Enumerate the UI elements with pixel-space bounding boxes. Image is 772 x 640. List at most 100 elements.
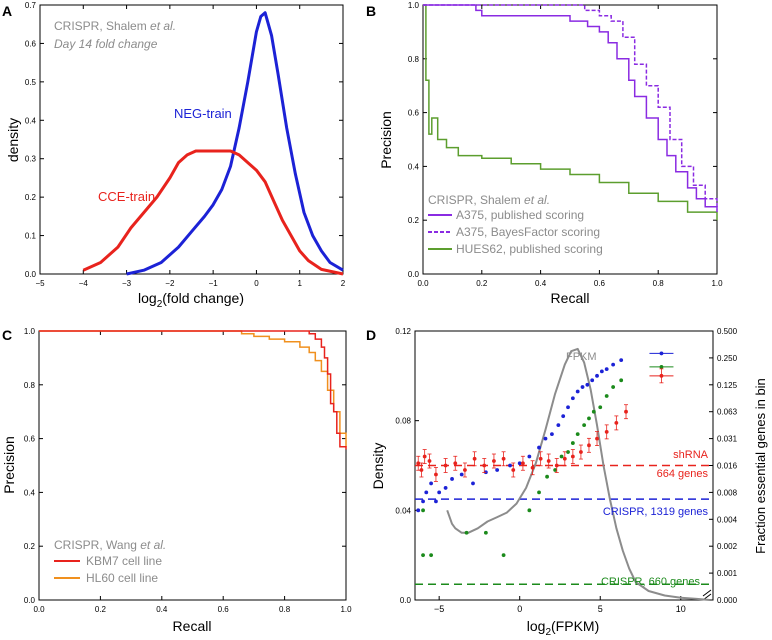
panel-d-crispr-1319-label: CRISPR, 1319 genes [603, 506, 709, 518]
panel-b-ytick-label: 1.0 [408, 1, 420, 10]
panel-d-red-point [511, 468, 516, 472]
panel-d-green-point [587, 416, 591, 421]
panel-d-blue-point [556, 423, 561, 428]
panel-a-density-chart: −5 −4 −3 −2 −1 0 1 2 0.0 0.1 0.2 0.3 0.4 0.5 0.6 0.7 NEG… [5, 1, 346, 310]
panel-b-precision-recall-chart: 0.0 0.2 0.4 0.6 0.8 1.0 0.0 0.2 0.4 0.6 0.8 1.0 CRIS… [378, 1, 723, 306]
panel-c-ytick-label: 0.8 [24, 381, 36, 390]
panel-c-legend-label: KBM7 cell line [86, 554, 162, 568]
panel-b-xtick-label: 0.6 [594, 279, 606, 288]
panel-b-ytick-label: 0.8 [408, 55, 420, 64]
panel-d-blue-point [416, 508, 421, 513]
panel-d-xtick-label: −5 [434, 604, 444, 614]
panel-a-x-axis-label: log2(fold change) [138, 290, 244, 310]
panel-d-crispr-660-label: CRISPR, 660 genes [601, 576, 701, 588]
panel-d-green-point [553, 468, 558, 472]
panel-d-blue-point [575, 389, 580, 394]
panel-d-red-point [482, 463, 487, 468]
panel-d-fpkm-chart: −5 0 5 10 0.0 0.04 0.08 0.12 0.000 0.001 0.002 0.00… [370, 327, 768, 638]
panel-a-xtick-label: 0 [254, 279, 259, 288]
panel-d-blue-point [595, 373, 599, 378]
panel-b-hues62-line [423, 4, 718, 221]
panel-d-blue-point [604, 367, 609, 372]
panel-d-green-point [575, 432, 580, 437]
panel-d-ytick-label: 0.0 [400, 596, 412, 605]
panel-d-red-point [501, 456, 506, 461]
panel-c-ytick-label: 0.4 [24, 488, 36, 497]
panel-a-cce-train-label: CCE-train [98, 189, 155, 204]
panel-a-ytick-label: 0.2 [25, 193, 37, 202]
panel-d-y2tick-label: 0.001 [717, 569, 738, 578]
panel-d-fpkm-label: FPKM [566, 351, 597, 363]
panel-b-a375-published-line [423, 4, 718, 213]
panel-a-xtick-label: −3 [122, 279, 132, 288]
panel-c-ytick-label: 1.0 [24, 327, 36, 336]
panel-c-precision-recall-chart: 0.0 0.2 0.4 0.6 0.8 1.0 0.0 0.2 0.4 0.6 0.8 1.0 CRIS… [1, 327, 352, 634]
panel-d-ytick-label: 0.08 [395, 417, 411, 426]
panel-d-green-point [604, 394, 609, 398]
panel-d-blue-point [537, 445, 541, 450]
panel-d-green-point [591, 409, 596, 414]
panel-d-red-point [624, 409, 628, 414]
panel-d-blue-point [434, 499, 438, 504]
panel-d-red-point [546, 459, 551, 463]
panel-d-y2tick-label: 0.004 [717, 515, 738, 524]
panel-a-cce-train-line [82, 149, 344, 276]
panel-d-red-point [614, 421, 619, 425]
panel-d-blue-point [517, 461, 522, 466]
panel-d-ytick-label: 0.04 [395, 506, 411, 515]
panel-label-a: A [2, 3, 12, 19]
panel-d-blue-point [471, 481, 475, 486]
panel-d-red-point [562, 456, 567, 461]
panel-d-blue-point [550, 432, 554, 437]
panel-c-legend-title: CRISPR, Wang et al. [54, 538, 166, 552]
panel-c-ytick-label: 0.2 [24, 542, 36, 551]
panel-d-blue-point [437, 490, 442, 495]
panel-d-y-axis-label: Density [370, 443, 386, 490]
panel-d-red-point [530, 465, 535, 470]
panel-b-legend-label: HUES62, published scoring [456, 242, 603, 256]
panel-c-kbm7-line [39, 330, 347, 450]
panel-d-red-point [472, 456, 477, 461]
panel-d-green-point [566, 450, 570, 454]
panel-d-blue-point [659, 351, 664, 356]
panel-d-green-point [421, 508, 425, 513]
panel-b-xtick-label: 0.4 [535, 279, 547, 288]
panel-d-red-point [604, 429, 609, 434]
panel-c-hl60-line [39, 330, 347, 447]
panel-d-fpkm-curve [446, 347, 710, 601]
panel-a-xtick-label: −1 [209, 279, 219, 288]
panel-d-red-point [434, 472, 438, 477]
panel-d-green-point [598, 405, 603, 410]
panel-d-red-point [554, 463, 559, 468]
panel-label-c: C [2, 327, 12, 343]
panel-d-red-point [570, 454, 575, 459]
panel-d-y2-axis-label: Fraction essential genes in bin [753, 378, 768, 554]
panel-b-y-axis-label: Precision [378, 111, 394, 169]
panel-d-green-point [570, 441, 575, 445]
panel-d-y2tick-label: 0.031 [717, 435, 738, 444]
panel-d-blue-point [599, 369, 604, 374]
panel-d-red-point [659, 373, 664, 378]
panel-a-xtick-label: −4 [79, 279, 89, 288]
panel-d-y2tick-label: 0.000 [717, 596, 738, 605]
panel-b-xtick-label: 0.0 [417, 279, 429, 288]
panel-b-legend-title: CRISPR, Shalem et al. [428, 193, 550, 207]
panel-d-blue-point [421, 499, 425, 504]
panel-d-y2tick-label: 0.063 [717, 408, 738, 417]
panel-a-xtick-label: 2 [341, 279, 346, 288]
panel-d-blue-point [570, 396, 575, 401]
panel-d-red-point [422, 454, 427, 459]
panel-d-xtick-label: 10 [676, 604, 686, 614]
panel-d-blue-point [619, 358, 624, 363]
panel-d-shrna-count-label: 664 genes [657, 468, 709, 480]
panel-c-xtick-label: 0.2 [95, 605, 107, 614]
panel-d-green-point [464, 530, 469, 535]
panel-c-ytick-label: 0.0 [24, 596, 36, 605]
panel-a-ytick-label: 0.3 [25, 155, 37, 164]
panel-d-xtick-label: 5 [598, 604, 603, 614]
panel-d-x-axis-label: log2(FPKM) [527, 618, 599, 638]
panel-a-ytick-label: 0.1 [25, 232, 37, 241]
panel-a-annotation-line2: Day 14 fold change [54, 37, 158, 51]
panel-c-xtick-label: 0.4 [156, 605, 168, 614]
